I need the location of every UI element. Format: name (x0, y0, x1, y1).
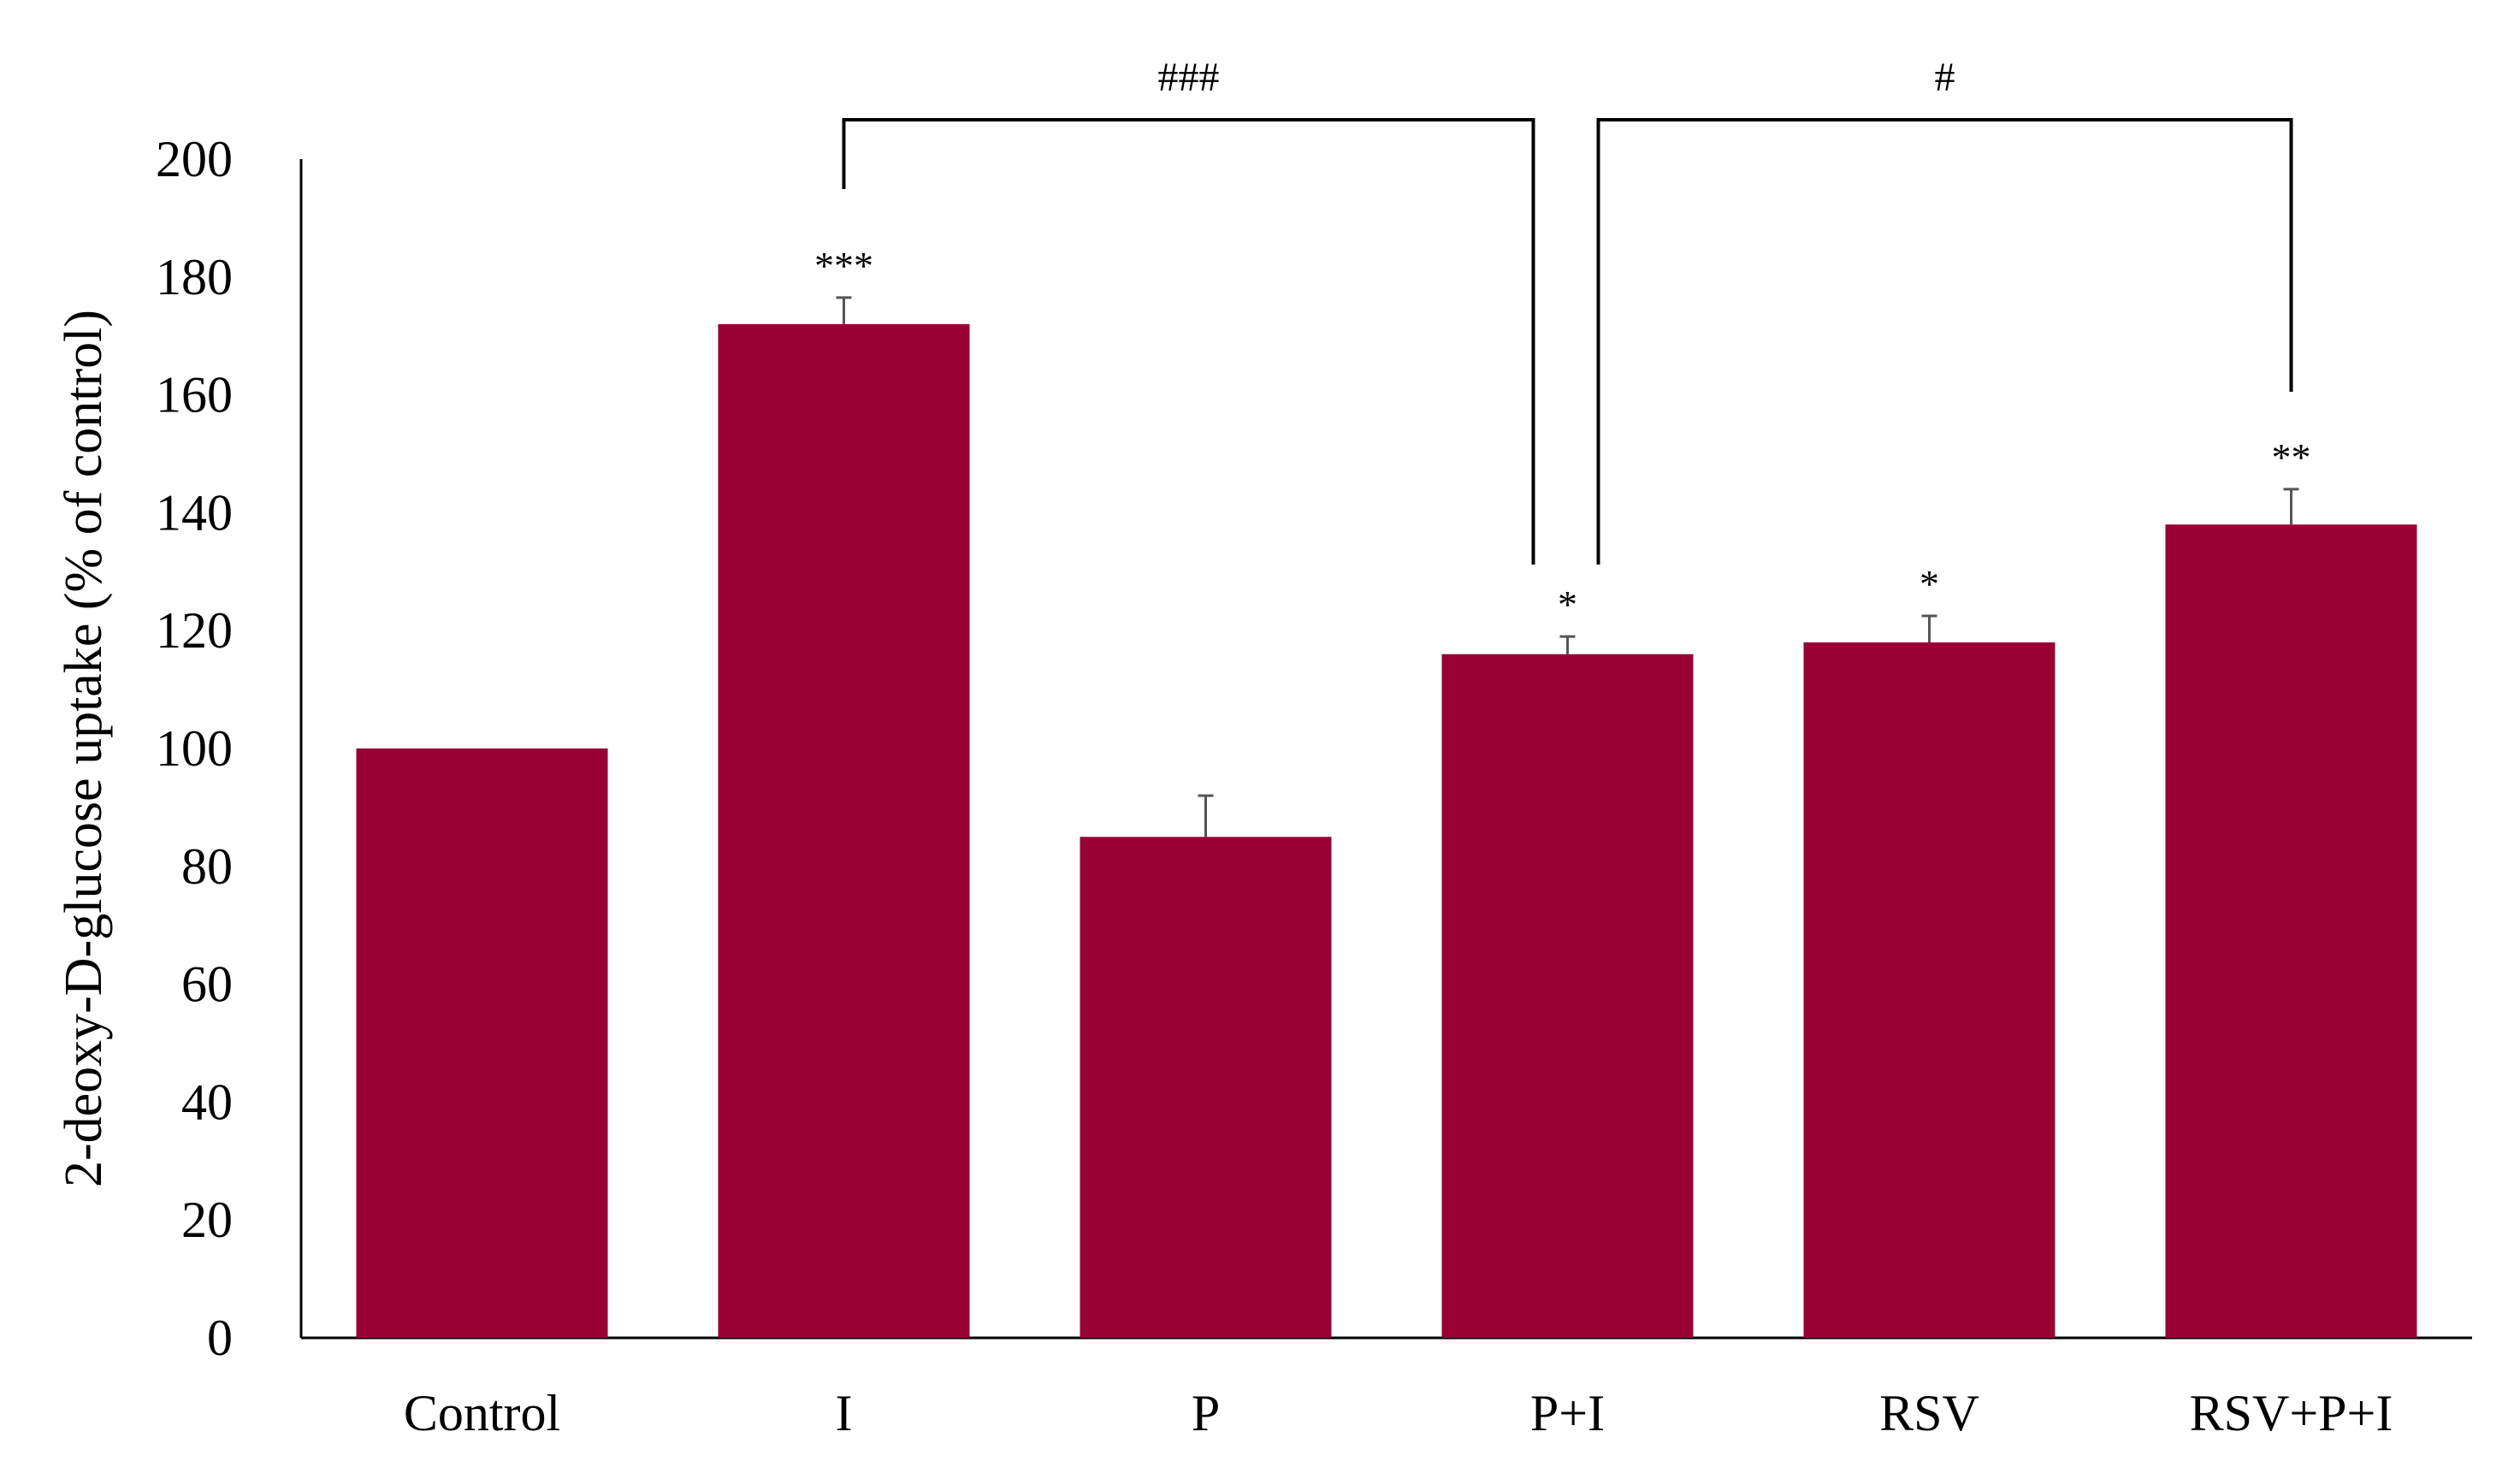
significance-label: * (1558, 583, 1577, 626)
significance-label: * (1920, 562, 1939, 606)
comparison-label: # (1935, 55, 1955, 100)
bar (356, 748, 608, 1338)
x-tick-label: P (1192, 1385, 1220, 1441)
y-tick-label: 40 (181, 1074, 233, 1130)
y-tick-label: 0 (207, 1310, 233, 1366)
comparison-bracket (1596, 118, 2293, 565)
y-tick-label: 120 (156, 602, 233, 659)
y-axis-title: 2-deoxy-D-glucose uptake (% of control) (55, 310, 113, 1187)
significance-label: *** (814, 244, 873, 287)
bar (1080, 837, 1332, 1338)
x-tick-label: Control (404, 1385, 560, 1441)
comparison-bracket (842, 118, 1535, 565)
significance-label: ** (2272, 435, 2311, 479)
y-tick-label: 60 (181, 956, 233, 1013)
comparison-label: ### (1158, 55, 1220, 100)
y-tick-label: 160 (156, 367, 233, 423)
x-tick-label: RSV (1879, 1385, 1979, 1441)
bar (1803, 642, 2056, 1338)
bar (718, 323, 970, 1338)
bar (1441, 654, 1694, 1338)
x-tick-label: P+I (1530, 1385, 1605, 1441)
y-tick-label: 100 (156, 720, 233, 777)
y-tick-label: 140 (156, 484, 233, 541)
x-tick-label: I (836, 1385, 853, 1441)
y-tick-label: 180 (156, 249, 233, 305)
x-tick-label: RSV+P+I (2190, 1385, 2393, 1441)
bar (2165, 524, 2417, 1338)
y-tick-label: 80 (181, 838, 233, 895)
y-tick-label: 20 (181, 1192, 233, 1248)
y-tick-label: 200 (156, 131, 233, 187)
